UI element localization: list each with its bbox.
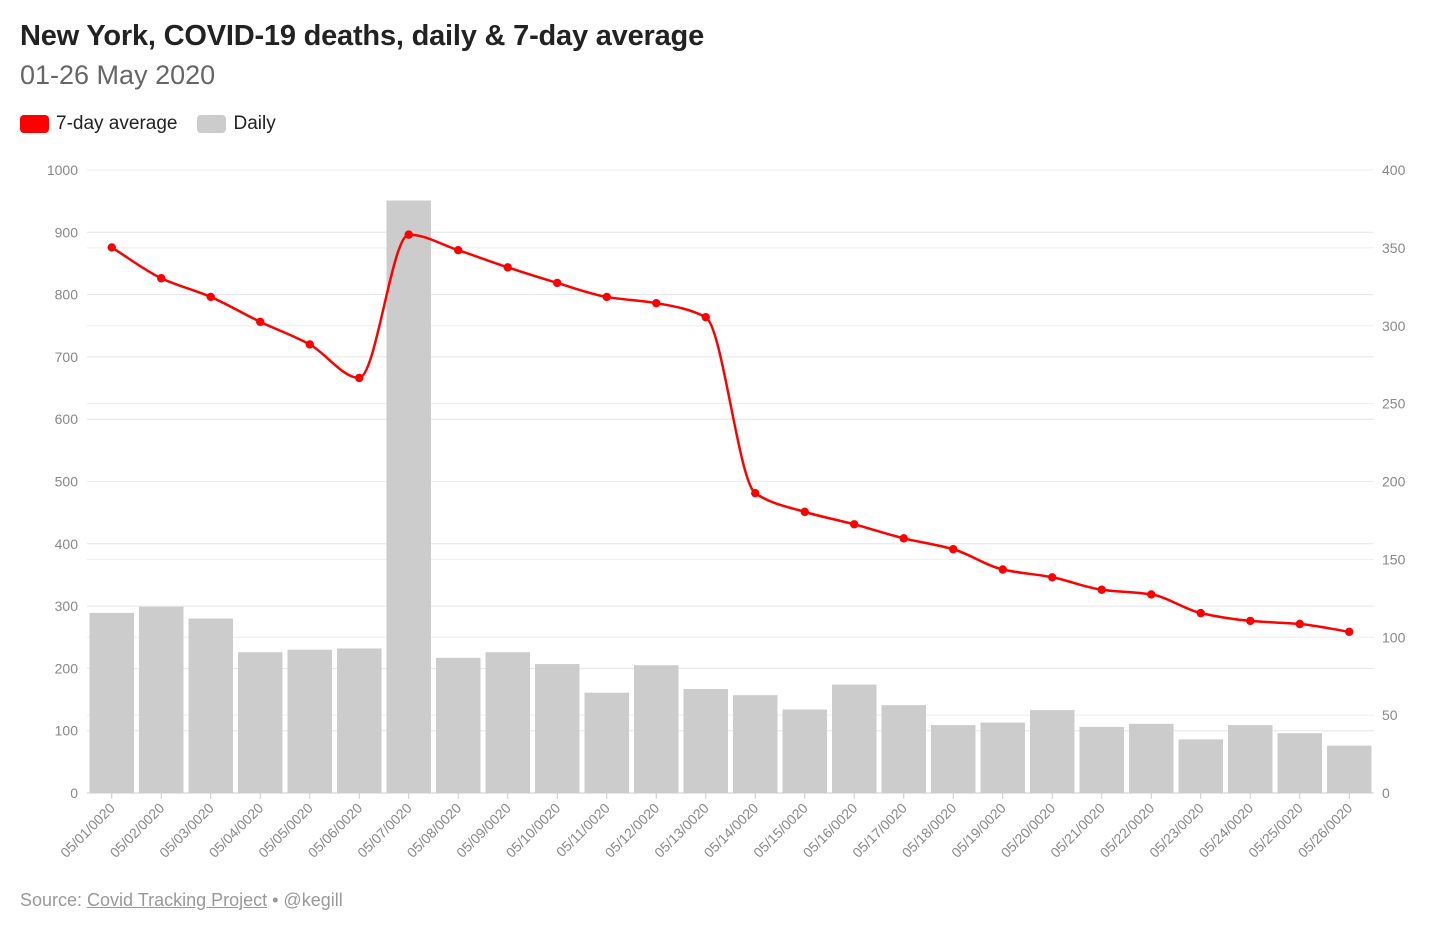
daily-bar — [436, 657, 481, 793]
seven-day-average-point — [998, 565, 1007, 574]
y-left-tick-label: 900 — [55, 224, 79, 240]
seven-day-average-point — [355, 373, 364, 383]
y-right-tick-label: 350 — [1382, 240, 1406, 256]
daily-bar — [584, 692, 629, 793]
legend-item-daily[interactable]: Daily — [197, 113, 276, 135]
seven-day-average-point — [800, 507, 809, 517]
y-right-tick-label: 100 — [1382, 629, 1406, 645]
seven-day-average-point — [157, 274, 166, 283]
daily-bar — [980, 722, 1025, 793]
y-right-tick-label: 400 — [1382, 162, 1406, 178]
daily-bar — [1178, 739, 1223, 793]
daily-bar — [89, 612, 134, 793]
seven-day-average-line — [107, 230, 1354, 636]
seven-day-average-point — [256, 317, 265, 327]
daily-bar — [1277, 733, 1322, 793]
seven-day-average-point — [305, 340, 314, 349]
legend-label-7-day-average: 7-day average — [56, 113, 178, 134]
seven-day-average-point — [1246, 616, 1255, 626]
source-note: Source: Covid Tracking Project • @kegill — [20, 890, 343, 911]
y-left-tick-label: 300 — [55, 598, 79, 614]
y-right-tick-label: 0 — [1382, 785, 1390, 801]
daily-bar — [1129, 723, 1174, 793]
seven-day-average-point — [701, 312, 710, 322]
legend-swatch-7-day-average — [20, 115, 49, 133]
daily-bar — [139, 606, 184, 793]
daily-bar — [386, 200, 431, 794]
seven-day-average-point — [602, 292, 611, 302]
daily-bar — [634, 665, 679, 793]
y-left-tick-label: 700 — [55, 349, 79, 365]
daily-bar — [733, 695, 778, 793]
legend: 7-day average Daily — [20, 113, 296, 135]
seven-day-average-point — [404, 230, 413, 239]
daily-bar — [287, 649, 332, 793]
seven-day-average-point — [206, 292, 215, 302]
seven-day-average-point — [107, 243, 116, 252]
source-prefix: Source: — [20, 890, 88, 910]
y-left-tick-label: 800 — [55, 287, 79, 303]
daily-bar — [485, 652, 530, 793]
source-suffix: • @kegill — [267, 890, 343, 910]
seven-day-average-point — [751, 488, 760, 498]
gridlines — [87, 169, 1374, 732]
x-tick-label: 05/26/0020 — [1295, 800, 1356, 861]
daily-bar — [238, 652, 283, 793]
chart-title: New York, COVID-19 deaths, daily & 7-day… — [20, 20, 704, 52]
seven-day-average-point — [1097, 585, 1106, 594]
y-right-tick-label: 50 — [1382, 707, 1398, 723]
daily-bar — [832, 684, 877, 793]
seven-day-average-point — [1147, 590, 1156, 599]
y-right-tick-label: 300 — [1382, 318, 1406, 334]
legend-swatch-daily — [197, 115, 227, 133]
seven-day-average-point — [652, 298, 661, 308]
seven-day-average-point — [553, 278, 562, 288]
y-right-tick-label: 250 — [1382, 396, 1406, 412]
seven-day-average-point — [503, 263, 512, 272]
seven-day-average-point — [1295, 619, 1304, 629]
chart-subtitle: 01-26 May 2020 — [20, 60, 216, 90]
daily-bar — [337, 648, 382, 793]
daily-bar — [881, 705, 926, 793]
source-link[interactable]: Covid Tracking Project — [87, 890, 268, 910]
y-left-tick-label: 100 — [55, 723, 79, 739]
daily-bars — [89, 200, 1372, 794]
y-left-tick-label: 200 — [55, 660, 79, 676]
seven-day-average-point — [899, 534, 908, 543]
seven-day-average-point — [1196, 608, 1205, 618]
y-left-tick-label: 600 — [55, 411, 79, 427]
daily-bar — [188, 618, 233, 793]
daily-bar — [535, 664, 580, 793]
y-right-tick-label: 150 — [1382, 551, 1406, 567]
seven-day-average-point — [949, 545, 958, 554]
seven-day-average-path — [111, 233, 1350, 634]
daily-bar — [782, 709, 827, 793]
y-left-tick-label: 500 — [55, 474, 79, 490]
y-right-tick-label: 200 — [1382, 474, 1406, 490]
seven-day-average-point — [454, 246, 463, 255]
daily-bar — [931, 725, 976, 793]
legend-item-7-day-average[interactable]: 7-day average — [20, 113, 177, 135]
daily-bar — [1030, 710, 1075, 793]
daily-bar — [1079, 726, 1124, 793]
y-left-tick-label: 400 — [55, 536, 79, 552]
seven-day-average-point — [1345, 627, 1354, 636]
y-left-tick-label: 0 — [70, 785, 78, 801]
daily-bar — [683, 688, 728, 793]
legend-label-daily: Daily — [233, 113, 276, 134]
seven-day-average-point — [1048, 573, 1057, 582]
daily-bar — [1327, 745, 1372, 793]
seven-day-average-point — [850, 520, 859, 529]
y-left-tick-label: 1000 — [47, 162, 78, 178]
daily-bar — [1228, 725, 1273, 793]
